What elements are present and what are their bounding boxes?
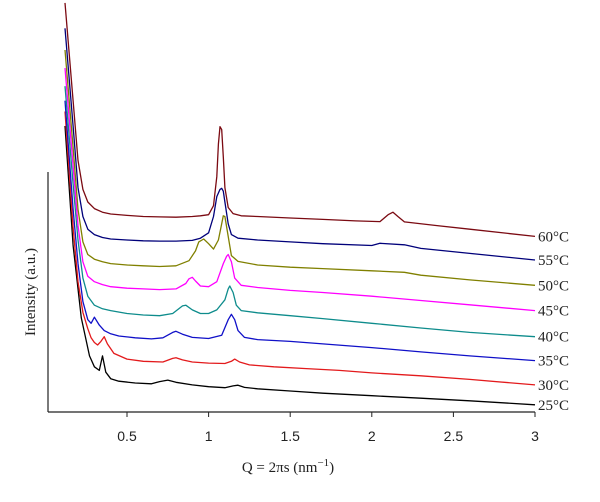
x-tick-label: 3 <box>531 428 539 444</box>
x-axis-label: Q = 2πs (nm−1) <box>242 457 334 476</box>
series-line-25c <box>64 125 536 406</box>
series-label-60c: 60°C <box>538 229 569 245</box>
series-label-50c: 50°C <box>538 278 569 294</box>
series-label-25c: 25°C <box>538 398 569 414</box>
x-tick-label: 2.5 <box>444 428 464 444</box>
series-label-55c: 55°C <box>538 253 569 269</box>
x-tick-label: 1.5 <box>280 428 300 444</box>
series-line-50c <box>64 49 536 286</box>
series-line-30c <box>64 111 536 386</box>
series-line-35c <box>64 100 536 362</box>
series-label-layer: 25°C 30°C 35°C 40°C 45°C 50°C 55°C 60°C <box>538 229 569 413</box>
series-line-40c <box>64 86 536 338</box>
series-label-30c: 30°C <box>538 378 569 394</box>
x-tick-label: 1 <box>205 428 213 444</box>
y-axis-label: Intensity (a.u.) <box>23 248 39 336</box>
series-line-45c <box>64 68 536 312</box>
series-label-45c: 45°C <box>538 304 569 320</box>
series-label-35c: 35°C <box>538 354 569 370</box>
x-tick-label: 0.5 <box>117 428 137 444</box>
series-layer <box>64 2 536 406</box>
x-tick-label: 2 <box>368 428 376 444</box>
x-tick-layer: 0.5 1 1.5 2 2.5 3 <box>117 412 539 444</box>
series-label-40c: 40°C <box>538 330 569 346</box>
series-line-55c <box>64 28 536 261</box>
series-line-60c <box>64 2 536 238</box>
